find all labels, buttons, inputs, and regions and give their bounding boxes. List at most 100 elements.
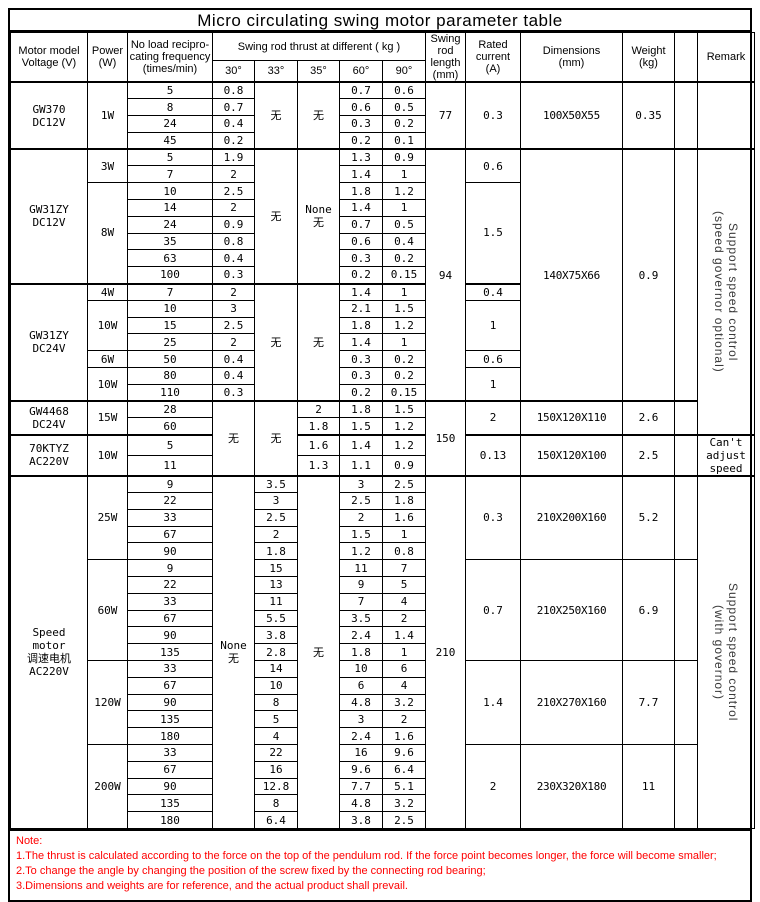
value-cell: 1.6 [297,433,340,456]
value-cell: 0.8 [382,542,426,561]
value-cell: 0.7 [339,81,383,100]
value-cell: 1.4 [382,626,426,645]
col-header-60deg: 60° [339,60,383,83]
value-cell: 7 [339,592,383,611]
value-cell: 135 [127,794,213,813]
value-cell: 0.3 [212,383,255,402]
value-cell: 0.6 [339,232,383,251]
notes-section: Note: 1.The thrust is calculated accordi… [10,828,750,900]
value-cell: 2 [212,333,255,352]
none-cell: 无 [297,282,340,402]
spacer-cell [674,148,698,402]
value-cell: 2 [382,609,426,628]
value-cell: 3.2 [382,794,426,813]
value-cell: 0.4 [212,249,255,268]
value-cell: 1.4 [339,165,383,184]
col-header-weight: Weight (kg) [622,32,675,83]
spacer-cell [674,559,698,661]
spacer-cell [674,400,698,436]
value-cell: 11 [254,592,298,611]
value-cell: 0.4 [212,367,255,385]
value-cell: 25 [127,333,213,352]
value-cell: 0.2 [382,350,426,369]
value-cell: 4 [254,727,298,745]
value-cell: 35 [127,232,213,251]
value-cell: 0.7 [339,215,383,234]
col-header-33deg: 33° [254,60,298,83]
value-cell: 1.8 [254,542,298,561]
value-cell: 1 [382,333,426,352]
value-cell: 1.2 [382,433,426,456]
value-cell: 0.2 [339,131,383,150]
value-cell: 9 [127,474,213,494]
value-cell: 4.8 [339,693,383,712]
value-cell: 22 [127,492,213,510]
value-cell: 4.8 [339,794,383,813]
value-cell: 7.7 [339,777,383,796]
value-cell: 80 [127,367,213,385]
power-cell: 1W [87,80,128,150]
rod-length-cell: 210 [425,474,466,829]
value-cell: 2.4 [339,727,383,745]
value-cell: 11 [339,559,383,578]
value-cell: 0.3 [339,115,383,133]
value-cell: 22 [127,576,213,594]
power-cell: 8W [87,182,128,285]
rated-current-cell: 0.13 [465,433,521,477]
remark-cell: Support speed control (speed governor opt… [697,148,755,436]
value-cell: 8 [254,794,298,813]
value-cell: 100 [127,266,213,285]
value-cell: 1.8 [339,316,383,335]
weight-cell: 0.35 [622,80,675,150]
rated-current-cell: 1 [465,367,521,402]
value-cell: 0.3 [212,266,255,285]
value-cell: 2 [297,400,340,419]
none-cell: 无 [297,80,340,150]
value-cell: 0.5 [382,98,426,117]
spacer-cell [674,743,698,829]
value-cell: 0.4 [212,350,255,369]
rated-current-cell: 1.5 [465,182,521,285]
value-cell: 1 [382,199,426,217]
value-cell: 24 [127,115,213,133]
value-cell: 2.5 [382,474,426,494]
value-cell: 1 [382,643,426,661]
value-cell: 2 [212,165,255,184]
power-cell: 25W [87,474,128,561]
value-cell: 13 [254,576,298,594]
value-cell: 0.3 [339,249,383,268]
value-cell: 9.6 [382,743,426,762]
value-cell: 9 [127,559,213,578]
rated-current-cell: 1.4 [465,660,521,745]
col-header-rated-current: Rated current (A) [465,32,521,83]
value-cell: 0.2 [382,367,426,385]
value-cell: 33 [127,660,213,678]
value-cell: 0.9 [382,454,426,477]
remark-cell: Support speed control (with governor) [697,474,755,829]
value-cell: 1.6 [382,508,426,527]
weight-cell: 2.6 [622,400,675,436]
weight-cell: 7.7 [622,660,675,745]
value-cell: 7 [127,165,213,184]
dimensions-cell: 140X75X66 [520,148,623,402]
value-cell: 2.8 [254,643,298,661]
value-cell: 16 [254,760,298,779]
table-outer-frame: Micro circulating swing motor parameter … [8,8,755,902]
value-cell: 1.8 [339,400,383,419]
value-cell: 9 [339,576,383,594]
motor-model-cell: GW4468 DC24V [10,400,88,436]
value-cell: 1.2 [382,316,426,335]
value-cell: 50 [127,350,213,369]
weight-cell: 2.5 [622,433,675,477]
value-cell: 90 [127,777,213,796]
value-cell: 8 [254,693,298,712]
rated-current-cell: 1 [465,299,521,352]
value-cell: 67 [127,609,213,628]
note-item-2: 2.To change the angle by changing the po… [16,864,486,877]
value-cell: 67 [127,760,213,779]
value-cell: 4 [382,592,426,611]
value-cell: 2.5 [212,316,255,335]
rated-current-cell: 0.7 [465,559,521,661]
value-cell: 2 [212,199,255,217]
value-cell: 7 [127,282,213,301]
